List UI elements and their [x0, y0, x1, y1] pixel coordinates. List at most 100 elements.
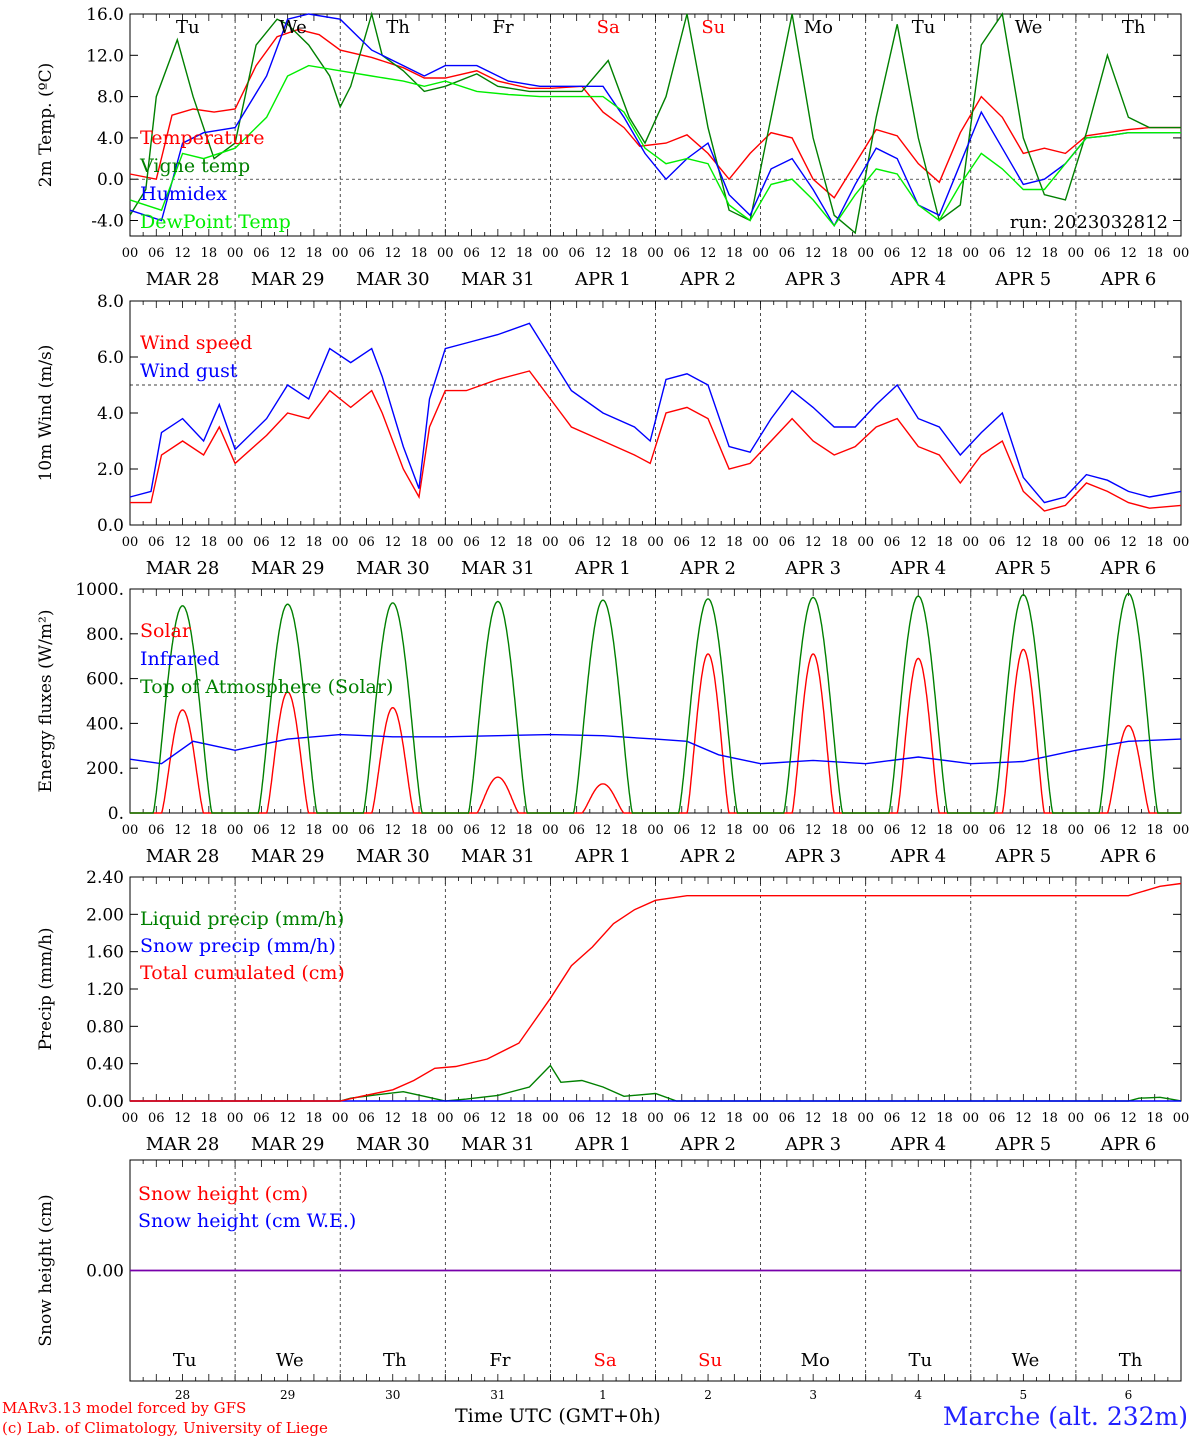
- date-label: APR 6: [1100, 558, 1157, 579]
- hour-tick-label: 06: [568, 823, 585, 838]
- series-line-red: [130, 370, 1182, 512]
- hour-tick-label: 00: [857, 535, 874, 550]
- hour-tick-label: 12: [595, 823, 612, 838]
- hour-tick-label: 12: [490, 246, 507, 261]
- hour-tick-label: 00: [647, 1111, 664, 1126]
- hour-tick-label: 06: [463, 1111, 480, 1126]
- date-label: MAR 28: [146, 846, 220, 867]
- hour-tick-label: 06: [253, 246, 270, 261]
- hour-tick-label: 00: [752, 246, 769, 261]
- hour-tick-label: 12: [384, 535, 401, 550]
- hour-tick-label: 18: [1146, 535, 1163, 550]
- legend-entry: Humidex: [140, 183, 227, 205]
- y-tick-label: 12.0: [86, 46, 124, 66]
- hour-tick-label: 00: [437, 823, 454, 838]
- date-label: APR 5: [994, 846, 1051, 867]
- hour-tick-label: 00: [963, 823, 980, 838]
- hour-tick-label: 06: [989, 246, 1006, 261]
- hour-tick-label: 00: [857, 823, 874, 838]
- y-axis-title: 2m Temp. (ºC): [36, 63, 56, 188]
- y-tick-label: 800.: [86, 625, 124, 645]
- date-label: APR 2: [679, 269, 736, 290]
- date-label: APR 2: [679, 846, 736, 867]
- weekday-label-bottom: We: [1012, 1350, 1040, 1371]
- hour-tick-label: 12: [279, 823, 296, 838]
- hour-tick-label: 12: [384, 823, 401, 838]
- hour-tick-label: 12: [174, 535, 191, 550]
- legend-entry: Snow height (cm W.E.): [138, 1210, 356, 1232]
- legend-entry: DewPoint Temp: [140, 211, 291, 233]
- hour-tick-label: 18: [516, 823, 533, 838]
- hour-tick-label: 00: [542, 246, 559, 261]
- hour-tick-label: 12: [490, 535, 507, 550]
- hour-tick-label: 06: [779, 246, 796, 261]
- hour-tick-label: 06: [253, 823, 270, 838]
- hour-tick-label: 06: [674, 246, 691, 261]
- hour-tick-label: 06: [674, 535, 691, 550]
- hour-tick-label: 18: [306, 535, 323, 550]
- hour-tick-label: 00: [332, 823, 349, 838]
- hour-tick-label: 06: [358, 1111, 375, 1126]
- weekday-label-bottom: Fr: [489, 1350, 510, 1371]
- hour-tick-label: 12: [1015, 535, 1032, 550]
- hour-tick-label: 12: [1120, 535, 1137, 550]
- hour-tick-label: 00: [752, 823, 769, 838]
- hour-tick-label: 12: [595, 535, 612, 550]
- hour-tick-label: 18: [306, 246, 323, 261]
- y-tick-label: 1000.: [75, 580, 124, 600]
- legend-entry: Snow precip (mm/h): [140, 935, 336, 957]
- y-tick-label: 4.0: [97, 404, 124, 424]
- hour-tick-label: 12: [910, 246, 927, 261]
- y-tick-label: -4.0: [91, 212, 124, 232]
- panel-3: 1000. 800. 600. 400. 200. 0. Energy fluxes (W/…: [36, 580, 1189, 867]
- hour-tick-label: 06: [884, 823, 901, 838]
- date-label: MAR 31: [461, 846, 535, 867]
- y-tick-label: 200.: [86, 759, 124, 779]
- weekday-label-bottom: Mo: [801, 1350, 830, 1371]
- hour-tick-label: 00: [752, 535, 769, 550]
- hour-tick-label: 12: [805, 823, 822, 838]
- hour-tick-label: 00: [437, 1111, 454, 1126]
- date-label: MAR 30: [356, 1134, 430, 1155]
- hour-tick-label: 06: [779, 535, 796, 550]
- hour-tick-label: 12: [805, 535, 822, 550]
- date-label: APR 1: [574, 1134, 631, 1155]
- legend-entry: Wind gust: [140, 360, 238, 382]
- hour-tick-label: 18: [726, 246, 743, 261]
- hour-tick-label: 18: [411, 535, 428, 550]
- hour-tick-label: 00: [1173, 246, 1190, 261]
- series-line-green: [130, 1064, 1182, 1102]
- credit-line-lab: (c) Lab. of Climatology, University of L…: [2, 1419, 328, 1437]
- weekday-label-top: Mo: [804, 17, 833, 38]
- hour-tick-label: 12: [279, 535, 296, 550]
- hour-tick-label: 12: [1120, 823, 1137, 838]
- y-axis-title: 10m Wind (m/s): [36, 345, 56, 482]
- date-label: MAR 30: [356, 846, 430, 867]
- hour-tick-label: 18: [621, 535, 638, 550]
- y-tick-label: 1.20: [86, 980, 124, 1000]
- date-label: APR 5: [994, 1134, 1051, 1155]
- day-number-label: 1: [599, 1388, 607, 1402]
- hour-tick-label: 18: [936, 1111, 953, 1126]
- hour-tick-label: 06: [568, 246, 585, 261]
- weekday-label-bottom: Su: [698, 1350, 722, 1371]
- hour-tick-label: 06: [463, 246, 480, 261]
- hour-tick-label: 12: [700, 535, 717, 550]
- panel-4: 2.40 2.00 1.60 1.20 0.80 0.40 0.00 Precip (mm/h…: [36, 868, 1189, 1155]
- hour-tick-label: 18: [201, 246, 218, 261]
- hour-tick-label: 00: [1068, 246, 1085, 261]
- y-tick-label: 8.0: [97, 88, 124, 108]
- day-number-label: 6: [1125, 1388, 1133, 1402]
- y-tick-label: 600.: [86, 670, 124, 690]
- plot-frame: [129, 588, 1182, 814]
- hour-tick-label: 06: [568, 1111, 585, 1126]
- y-tick-label: 0.0: [97, 516, 124, 536]
- day-number-label: 4: [914, 1388, 922, 1402]
- hour-tick-label: 18: [621, 823, 638, 838]
- hour-tick-label: 12: [490, 823, 507, 838]
- hour-tick-label: 00: [542, 823, 559, 838]
- hour-tick-label: 12: [1015, 823, 1032, 838]
- series-line-lightgreen: [129, 64, 1181, 227]
- date-label: APR 3: [784, 1134, 841, 1155]
- hour-tick-label: 00: [1173, 535, 1190, 550]
